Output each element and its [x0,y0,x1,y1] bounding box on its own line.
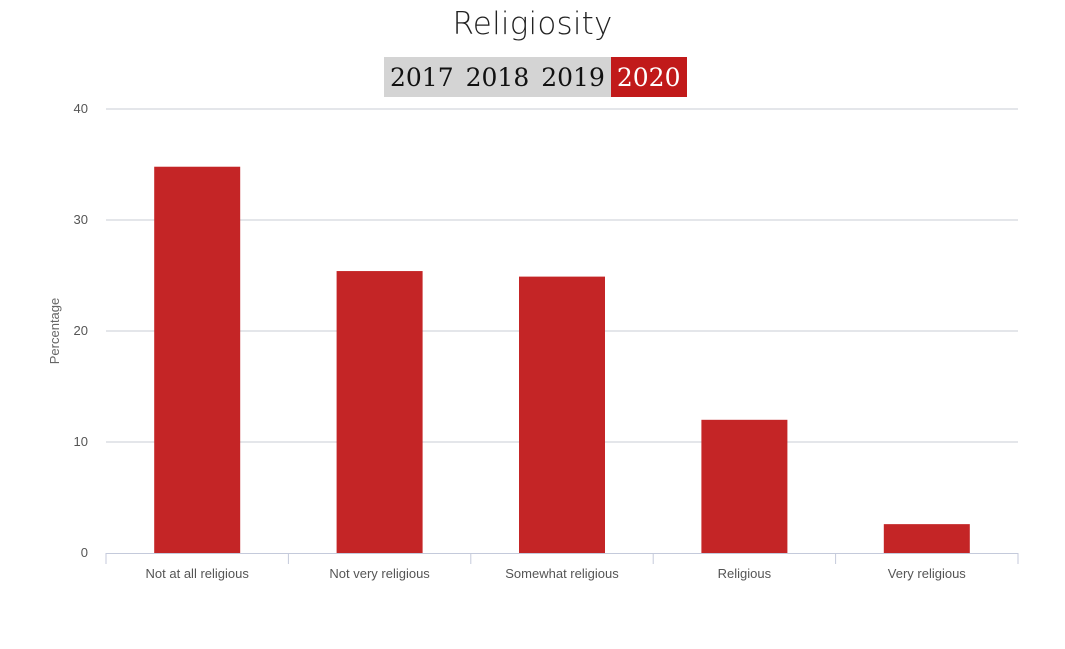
tab-2019[interactable]: 2019 [535,57,611,97]
x-tick-label: Not very religious [329,566,430,581]
bar [336,271,423,553]
y-axis-title: Percentage [47,298,62,365]
bar [519,276,605,553]
y-tick-label: 20 [74,323,88,338]
bar [154,166,241,553]
tab-2017[interactable]: 2017 [384,57,460,97]
y-tick-label: 0 [81,545,88,560]
x-tick-label: Religious [718,566,772,581]
bar [701,419,788,553]
tab-2020[interactable]: 2020 [610,57,687,97]
chart-title: Religiosity [452,6,613,42]
y-tick-label: 30 [74,212,88,227]
x-tick-label: Somewhat religious [505,566,619,581]
y-tick-label: 10 [74,434,88,449]
y-tick-label: 40 [74,101,88,116]
bar [883,524,970,553]
x-tick-label: Very religious [888,566,967,581]
x-tick-label: Not at all religious [146,566,250,581]
tab-2018[interactable]: 2018 [459,57,536,97]
year-tabs: 2017 2018 2019 2020 [384,57,687,97]
